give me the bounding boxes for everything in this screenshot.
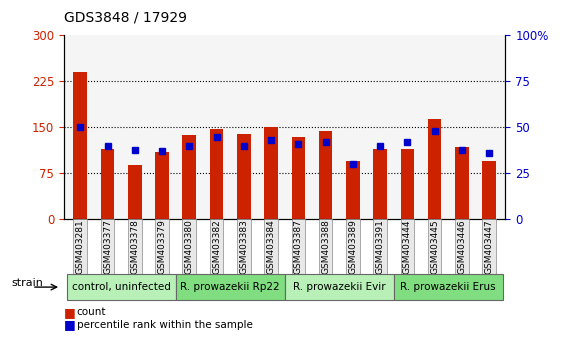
- Bar: [346, 161, 360, 219]
- Text: GSM403378: GSM403378: [130, 219, 139, 274]
- Bar: [373, 149, 387, 219]
- Text: R. prowazekii Evir: R. prowazekii Evir: [293, 282, 386, 292]
- Text: GSM403387: GSM403387: [294, 219, 303, 274]
- Text: GDS3848 / 17929: GDS3848 / 17929: [64, 11, 187, 25]
- Text: count: count: [77, 307, 106, 317]
- Text: GSM403447: GSM403447: [485, 219, 494, 274]
- Bar: [182, 135, 196, 219]
- Text: GSM403379: GSM403379: [157, 219, 167, 274]
- Text: R. prowazekii Rp22: R. prowazekii Rp22: [180, 282, 280, 292]
- Bar: [210, 129, 223, 219]
- Text: GSM403391: GSM403391: [375, 219, 385, 274]
- Text: GSM403380: GSM403380: [185, 219, 194, 274]
- Bar: [73, 72, 87, 219]
- Bar: [101, 149, 114, 219]
- Text: R. prowazekii Erus: R. prowazekii Erus: [400, 282, 496, 292]
- Text: GSM403281: GSM403281: [76, 219, 85, 274]
- Bar: [292, 137, 305, 219]
- Bar: [319, 131, 332, 219]
- Bar: [400, 149, 414, 219]
- Bar: [155, 152, 169, 219]
- Text: GSM403445: GSM403445: [430, 219, 439, 274]
- Text: percentile rank within the sample: percentile rank within the sample: [77, 320, 253, 330]
- Bar: [455, 147, 469, 219]
- Text: ■: ■: [64, 306, 76, 319]
- Text: strain: strain: [12, 278, 44, 288]
- Bar: [264, 127, 278, 219]
- Text: GSM403383: GSM403383: [239, 219, 248, 274]
- Text: GSM403388: GSM403388: [321, 219, 330, 274]
- Text: GSM403382: GSM403382: [212, 219, 221, 274]
- Text: control, uninfected: control, uninfected: [71, 282, 171, 292]
- Text: GSM403384: GSM403384: [267, 219, 275, 274]
- Bar: [128, 165, 142, 219]
- Text: GSM403389: GSM403389: [349, 219, 357, 274]
- Bar: [428, 119, 442, 219]
- Bar: [237, 133, 250, 219]
- Bar: [482, 161, 496, 219]
- Text: GSM403446: GSM403446: [457, 219, 467, 274]
- Text: ■: ■: [64, 318, 76, 331]
- Text: GSM403377: GSM403377: [103, 219, 112, 274]
- Text: GSM403444: GSM403444: [403, 220, 412, 274]
